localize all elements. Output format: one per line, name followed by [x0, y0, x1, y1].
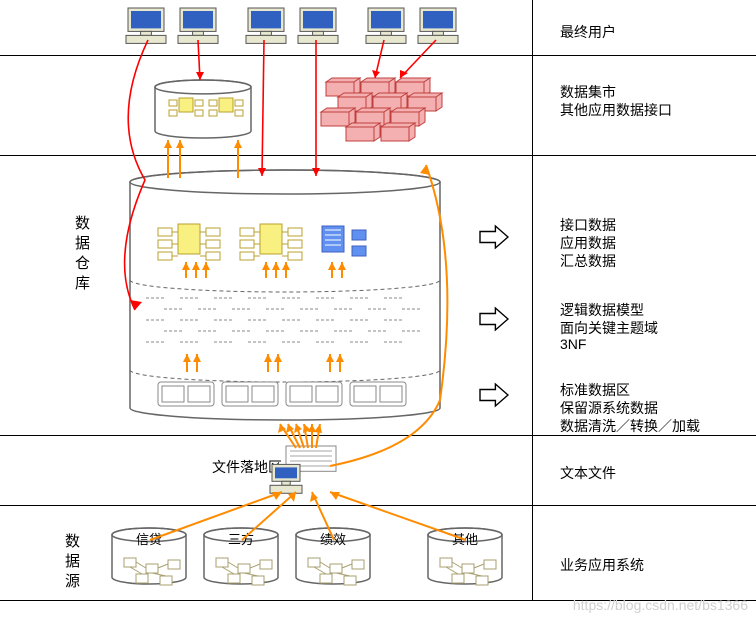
watermark: https://blog.csdn.net/bs1366	[573, 597, 748, 613]
svg-text:信贷: 信贷	[136, 532, 162, 547]
svg-overlay: 信贷三方绩效其他	[0, 0, 756, 619]
diagram-canvas: 最终用户数据集市其他应用数据接口接口数据应用数据汇总数据逻辑数据模型面向关键主题…	[0, 0, 756, 619]
svg-text:三方: 三方	[228, 532, 254, 547]
